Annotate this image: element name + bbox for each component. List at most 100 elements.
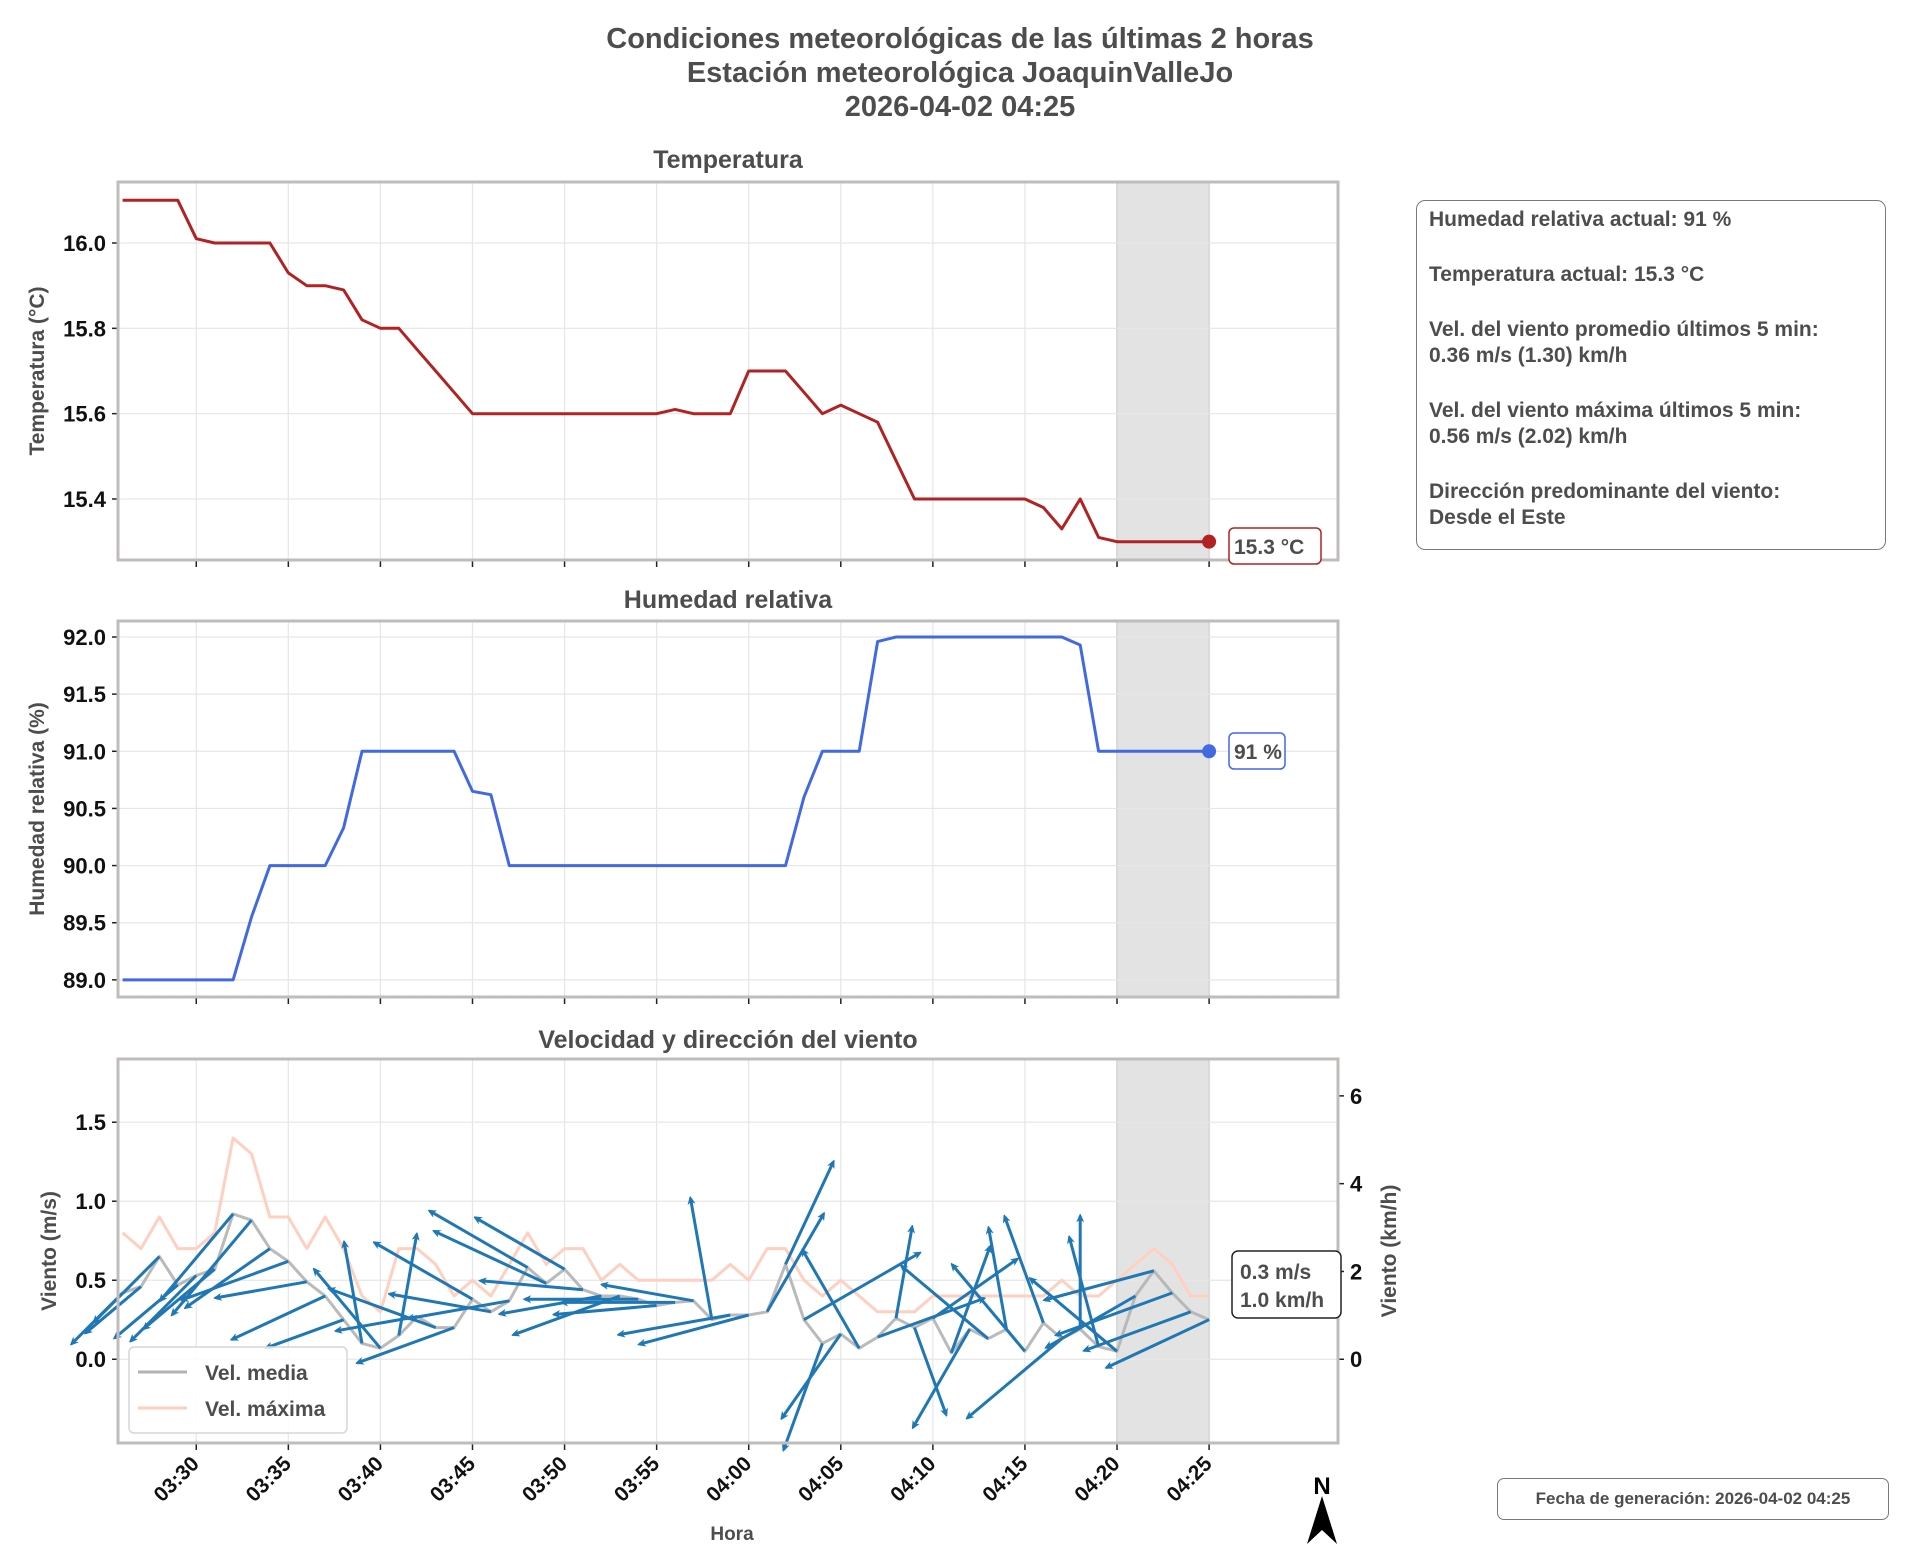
humidity-y-tick-label: 92.0 [63, 625, 106, 650]
humidity-last-annotation: 91 % [1228, 732, 1286, 770]
wind-panel: 0.0 0.5 1.0 1.5 0 2 4 6 03:30 03:35 03:40 03:45 03:5… [72, 1057, 1363, 1507]
wind-direction-arrow [86, 1285, 142, 1333]
temperature-y-tick-label: 15.6 [63, 402, 106, 427]
north-arrow-icon: N [1307, 1473, 1337, 1544]
x-tick-label: 03:30 [150, 1452, 204, 1506]
wind-direction-arrow [877, 1299, 984, 1339]
chart-title-line1: Condiciones meteorológicas de las última… [606, 23, 1314, 55]
wind-direction-arrow [989, 1228, 1008, 1330]
x-axis-label: Hora [710, 1524, 754, 1545]
info-wind-dir: Dirección predominante del viento: Desde … [1429, 479, 1873, 531]
temperature-y-tick-label: 15.8 [63, 316, 106, 341]
wind-direction-arrow [619, 1313, 731, 1335]
wind-direction-arrow [390, 1294, 492, 1314]
info-wind-max-value: 0.56 m/s (2.02) km/h [1429, 425, 1628, 448]
x-tick-label: 04:05 [794, 1452, 848, 1506]
wind-direction-arrow [1107, 1318, 1210, 1369]
wind-direction-arrow [782, 1333, 843, 1418]
wind-direction-arrow [765, 1214, 824, 1313]
wind-direction-arrow [952, 1265, 1027, 1353]
current-conditions-box: Humedad relativa actual: 91 % Temperatur… [1416, 200, 1886, 550]
wind-direction-arrow [1045, 1269, 1155, 1300]
wind-last-annotation: 0.3 m/s 1.0 km/h [1231, 1250, 1342, 1319]
wind-direction-arrow [94, 1255, 161, 1322]
temperature-y-tick-label: 16.0 [63, 231, 106, 256]
wind-direction-arrow [330, 1289, 437, 1330]
wind-direction-arrow [232, 1294, 326, 1341]
info-wind-avg-label: Vel. del viento promedio últimos 5 min: [1429, 318, 1819, 341]
info-humidity: Humedad relativa actual: 91 % [1429, 208, 1732, 231]
humidity-last-point-marker [1202, 744, 1217, 759]
x-tick-label: 04:10 [886, 1452, 940, 1506]
x-tick-label: 04:15 [978, 1452, 1032, 1506]
x-tick-label: 04:20 [1070, 1452, 1124, 1506]
temperature-shaded-last-5-min [1117, 182, 1210, 560]
wind-direction-arrow [216, 1280, 308, 1298]
wind-direction-arrow [803, 1253, 920, 1321]
wind-y-axis-label: Viento (m/s) [38, 1191, 61, 1311]
chart-title-line3: 2026-04-02 04:25 [844, 91, 1076, 123]
legend-label-max: Vel. máxima [205, 1398, 326, 1421]
wind-direction-arrow [902, 1266, 990, 1340]
humidity-y-tick-label: 91.5 [63, 682, 106, 707]
wind-last-label-kmh: 1.0 km/h [1240, 1289, 1324, 1312]
info-wind-dir-label: Dirección predominante del viento: [1429, 480, 1781, 503]
info-wind-avg-value: 0.36 m/s (1.30) km/h [1429, 344, 1628, 367]
humidity-y-axis-label: Humedad relativa (%) [26, 702, 49, 916]
wind-direction-arrow [1031, 1279, 1118, 1353]
wind-direction-arrow [186, 1247, 271, 1308]
humidity-last-label: 91 % [1234, 741, 1282, 764]
wind-direction-arrow [602, 1285, 694, 1303]
temperature-y-tick-label: 15.4 [63, 487, 107, 512]
wind-direction-arrow [949, 1247, 990, 1354]
legend-label-mean: Vel. media [205, 1362, 308, 1385]
wind-y-tick-label: 0.5 [75, 1268, 106, 1293]
wind-direction-arrow [266, 1318, 345, 1348]
info-wind-max: Vel. del viento máxima últimos 5 min: 0.5… [1429, 398, 1873, 450]
wind-direction-arrow [784, 1342, 824, 1449]
wind-direction-arrow [481, 1281, 584, 1292]
wind-direction-arrow [784, 1162, 835, 1266]
humidity-y-tick-label: 89.0 [63, 968, 106, 993]
temperature-frame [116, 180, 1340, 562]
wind-direction-arrow [314, 1270, 382, 1350]
wind-panel-title: Velocidad y dirección del viento [538, 1026, 918, 1054]
x-tick-label: 03:40 [334, 1452, 388, 1506]
wind-series-line-main [122, 1212, 1210, 1355]
humidity-y-tick-label: 90.0 [63, 854, 106, 879]
info-temperature: Temperatura actual: 15.3 °C [1429, 263, 1705, 286]
wind-direction-arrow [336, 1315, 418, 1331]
humidity-panel: 89.0 89.5 90.0 90.5 91.0 91.5 92.0 [63, 619, 1340, 1004]
wind-direction-arrow [1056, 1291, 1173, 1335]
wind-y-tick-label: 1.5 [75, 1110, 106, 1135]
humidity-frame [116, 619, 1340, 999]
x-tick-label: 03:45 [426, 1452, 480, 1506]
wind-direction-arrow [161, 1212, 235, 1301]
wind-direction-arrow [358, 1326, 455, 1363]
wind-direction-arrow [640, 1313, 750, 1344]
wind-y-tick-label: 0.0 [75, 1347, 106, 1372]
x-tick-label: 03:55 [610, 1452, 664, 1506]
wind-right-y-tick-label: 6 [1350, 1084, 1362, 1109]
north-label: N [1313, 1473, 1330, 1500]
wind-direction-arrow [476, 1218, 566, 1271]
humidity-panel-title: Humedad relativa [623, 586, 833, 614]
temperature-panel-title: Temperatura [653, 146, 803, 174]
wind-legend: Vel. media Vel. máxima [128, 1346, 348, 1434]
wind-direction-arrow [554, 1304, 657, 1315]
humidity-y-tick-label: 91.0 [63, 739, 106, 764]
x-tick-label: 04:25 [1162, 1452, 1216, 1506]
x-tick-label: 04:00 [702, 1452, 756, 1506]
humidity-series-line-main [122, 635, 1210, 982]
wind-direction-arrow [430, 1211, 529, 1269]
wind-last-label-ms: 0.3 m/s [1240, 1261, 1311, 1284]
temperature-last-annotation: 15.3 °C [1228, 527, 1322, 565]
wind-series-line-max [121, 1136, 1210, 1314]
wind-direction-arrow [408, 1299, 510, 1319]
wind-direction-arrow [913, 1328, 971, 1427]
wind-right-y-tick-label: 2 [1350, 1259, 1362, 1284]
wind-direction-arrow [182, 1259, 289, 1300]
wind-direction-arrow [1069, 1238, 1101, 1347]
wind-shaded-last-5-min [1117, 1059, 1210, 1443]
